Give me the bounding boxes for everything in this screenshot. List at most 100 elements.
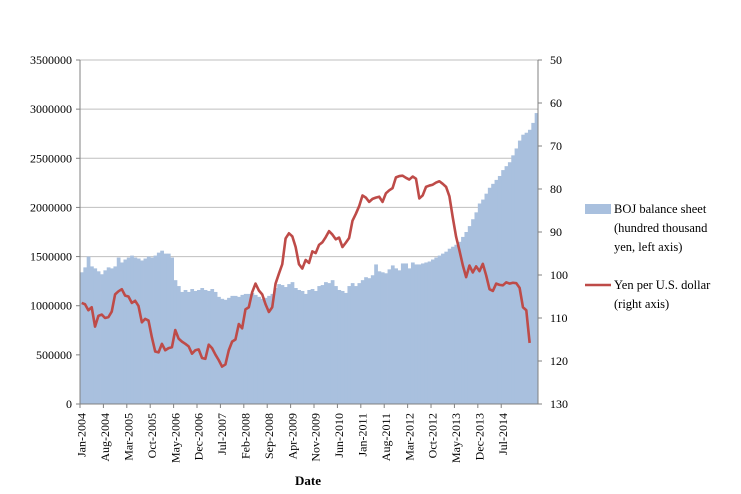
x-tick-label: May-2013	[449, 413, 463, 463]
balance-bar	[170, 257, 174, 404]
x-tick-label: Aug-2011	[379, 413, 393, 461]
balance-bar	[481, 199, 485, 404]
balance-bar	[380, 272, 385, 404]
balance-bar	[324, 282, 328, 404]
left-tick-label: 3500000	[30, 53, 72, 67]
balance-bar	[203, 289, 208, 404]
x-tick-label: Aug-2004	[98, 413, 112, 462]
balance-bar	[103, 270, 108, 404]
balance-bar	[397, 270, 402, 404]
balance-bar	[106, 267, 111, 404]
balance-bar	[410, 262, 415, 404]
x-tick-label: Dec-2006	[192, 413, 206, 460]
x-tick-label: Mar-2012	[402, 413, 416, 461]
right-tick-label: 120	[550, 354, 568, 368]
x-tick-label: Apr-2009	[285, 413, 299, 459]
legend: BOJ balance sheet (hundred thousand yen,…	[585, 202, 711, 311]
balance-bar	[350, 283, 355, 404]
right-tick-label: 90	[550, 225, 562, 239]
balance-bar	[347, 286, 352, 404]
balance-bar	[340, 290, 345, 404]
balance-bar	[140, 260, 144, 404]
balance-bar	[183, 289, 188, 404]
x-tick-label: Feb-2008	[238, 413, 252, 459]
balance-bar	[451, 246, 455, 404]
balance-bar	[293, 288, 298, 404]
balance-bar	[337, 289, 342, 404]
balance-bar	[501, 170, 505, 404]
balance-bar	[190, 289, 195, 404]
balance-bar	[511, 155, 515, 404]
x-tick-label: May-2006	[168, 413, 182, 463]
balance-bar	[197, 289, 201, 404]
balance-bar	[517, 140, 522, 404]
balance-bar	[297, 289, 302, 404]
balance-bar	[83, 267, 88, 404]
balance-bar	[417, 264, 422, 404]
balance-bar	[390, 265, 395, 404]
balance-bar	[250, 292, 255, 404]
balance-bar	[330, 280, 335, 404]
balance-bar	[464, 232, 469, 404]
balance-bar	[93, 268, 98, 404]
balance-bar	[527, 129, 532, 404]
balance-bar	[100, 274, 104, 404]
balance-bar	[444, 251, 449, 404]
balance-bar	[364, 277, 368, 404]
balance-bar	[247, 293, 251, 404]
balance-bar	[484, 193, 489, 404]
x-axis-ticks: Jan-2004 Aug-2004 Mar-2005 Oct-2005 May-2006…	[75, 404, 510, 463]
balance-bar	[110, 268, 114, 404]
x-tick-label: Oct-2012	[426, 413, 440, 458]
legend-label-balance-line-2: (hundred thousand	[614, 221, 708, 235]
balance-bar	[317, 286, 322, 404]
balance-bar	[437, 255, 442, 404]
balance-bar	[96, 271, 101, 404]
x-tick-label: Oct-2005	[145, 413, 159, 458]
balance-bar	[150, 257, 154, 404]
balance-bar	[126, 257, 131, 404]
balance-bar	[431, 259, 435, 404]
balance-bar	[424, 262, 429, 404]
balance-bar	[494, 179, 499, 404]
balance-bar	[223, 299, 228, 404]
balance-bar	[477, 203, 482, 404]
balance-bar	[414, 264, 419, 404]
balance-bar	[233, 295, 238, 404]
balance-bar	[384, 273, 388, 404]
balance-bar	[524, 132, 529, 405]
legend-label-yen-line-1: Yen per U.S. dollar	[614, 278, 711, 292]
balance-bar	[146, 256, 151, 404]
balance-bar	[263, 297, 268, 404]
balance-bar	[80, 272, 84, 404]
x-axis-title: Date	[295, 473, 321, 488]
balance-bar	[230, 295, 235, 404]
balance-bar	[467, 226, 472, 404]
right-tick-label: 110	[550, 311, 568, 325]
x-tick-label: Jul-2007	[215, 413, 229, 455]
balance-bar	[420, 263, 425, 404]
yen-line	[81, 174, 531, 368]
balance-bar	[454, 244, 459, 404]
balance-bar	[441, 253, 445, 404]
balance-bar	[327, 283, 332, 404]
balance-bar	[447, 248, 452, 404]
balance-bar	[240, 294, 245, 404]
balance-bar	[334, 286, 338, 404]
x-tick-label: Jan-2004	[75, 413, 89, 457]
balance-bar	[130, 255, 134, 404]
legend-label-balance: BOJ balance sheet (hundred thousand yen,…	[614, 202, 711, 254]
balance-bar	[260, 298, 265, 404]
balance-bar	[220, 298, 225, 404]
balance-bar	[377, 271, 382, 404]
balance-bar	[180, 291, 185, 404]
balance-bar	[457, 241, 462, 404]
balance-bar	[217, 296, 221, 404]
balance-bar	[133, 257, 138, 404]
balance-bar	[367, 278, 372, 404]
x-tick-label: Dec-2013	[473, 413, 487, 460]
right-tick-label: 100	[550, 268, 568, 282]
balance-bar	[280, 285, 285, 404]
balance-bar	[497, 175, 502, 404]
legend-label-balance-line-3: yen, left axis)	[614, 240, 682, 254]
